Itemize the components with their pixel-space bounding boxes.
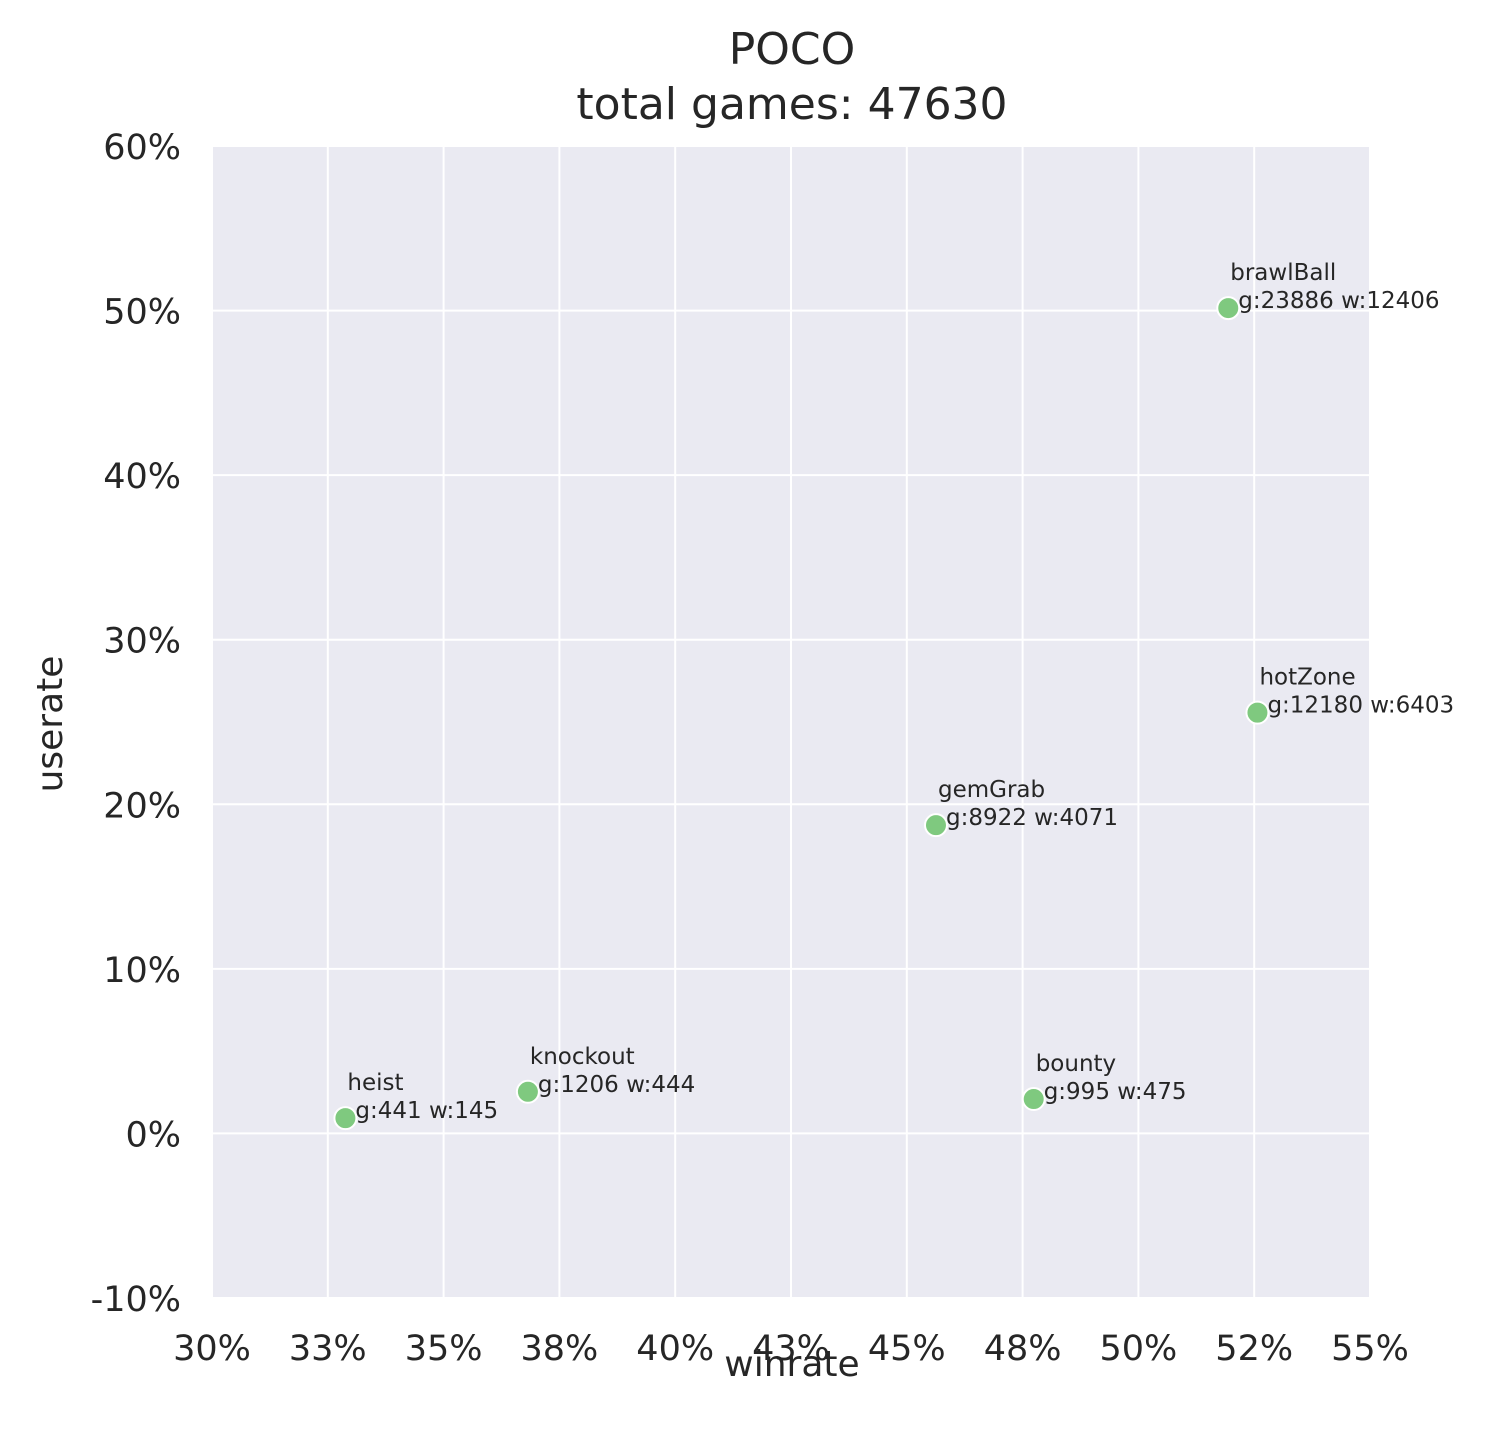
x-tick-label: 43% bbox=[752, 1329, 830, 1369]
data-point-brawlBall bbox=[1216, 296, 1241, 321]
x-tick-label: 45% bbox=[868, 1329, 946, 1369]
x-tick-label: 40% bbox=[636, 1329, 714, 1369]
y-tick-label: -10% bbox=[91, 1280, 181, 1320]
y-tick-label: 30% bbox=[103, 622, 181, 662]
y-tick-label: 50% bbox=[103, 293, 181, 333]
x-tick-label: 30% bbox=[173, 1329, 251, 1369]
x-tick-labels: 30% 33% 35% 38% 40% 43% 45% 48% 50% 52% 55% bbox=[173, 1329, 1409, 1369]
y-axis-label: userate bbox=[30, 656, 71, 793]
point-stats-label: g:23886 w:12406 bbox=[1238, 288, 1439, 314]
x-tick-label: 48% bbox=[984, 1329, 1062, 1369]
point-stats-label: g:8922 w:4071 bbox=[946, 805, 1118, 831]
data-point-gemGrab bbox=[923, 813, 948, 838]
x-axis-label: winrate bbox=[724, 1344, 859, 1385]
data-point-heist bbox=[333, 1106, 358, 1131]
y-tick-label: 0% bbox=[125, 1115, 181, 1155]
point-name-label: hotZone bbox=[1259, 665, 1355, 691]
point-name-label: gemGrab bbox=[938, 777, 1045, 803]
grid-lines bbox=[211, 145, 1371, 1299]
data-point-knockout bbox=[515, 1079, 540, 1104]
y-tick-label: 60% bbox=[103, 128, 181, 168]
data-point-hotZone bbox=[1245, 700, 1270, 725]
point-name-label: knockout bbox=[530, 1044, 635, 1070]
y-tick-label: 10% bbox=[103, 951, 181, 991]
point-name-label: brawlBall bbox=[1230, 260, 1336, 286]
point-name-label: heist bbox=[347, 1070, 403, 1096]
point-name-label: bounty bbox=[1036, 1051, 1116, 1077]
point-stats-label: g:441 w:145 bbox=[355, 1098, 498, 1124]
data-point-bounty bbox=[1021, 1087, 1046, 1112]
point-stats-label: g:12180 w:6403 bbox=[1267, 693, 1454, 719]
chart-title: POCO bbox=[729, 24, 856, 75]
y-tick-label: 40% bbox=[103, 457, 181, 497]
x-tick-label: 33% bbox=[289, 1329, 367, 1369]
y-tick-labels: -10% 0% 10% 20% 30% 40% 50% 60% bbox=[91, 128, 181, 1320]
point-stats-label: g:995 w:475 bbox=[1044, 1079, 1187, 1105]
x-tick-label: 52% bbox=[1215, 1329, 1293, 1369]
point-stats-label: g:1206 w:444 bbox=[538, 1072, 695, 1098]
chart-subtitle: total games: 47630 bbox=[576, 79, 1007, 130]
data-points bbox=[333, 296, 1270, 1131]
x-tick-label: 35% bbox=[405, 1329, 483, 1369]
x-tick-label: 38% bbox=[521, 1329, 599, 1369]
x-tick-label: 55% bbox=[1331, 1329, 1409, 1369]
x-tick-label: 50% bbox=[1100, 1329, 1178, 1369]
y-tick-label: 20% bbox=[103, 786, 181, 826]
